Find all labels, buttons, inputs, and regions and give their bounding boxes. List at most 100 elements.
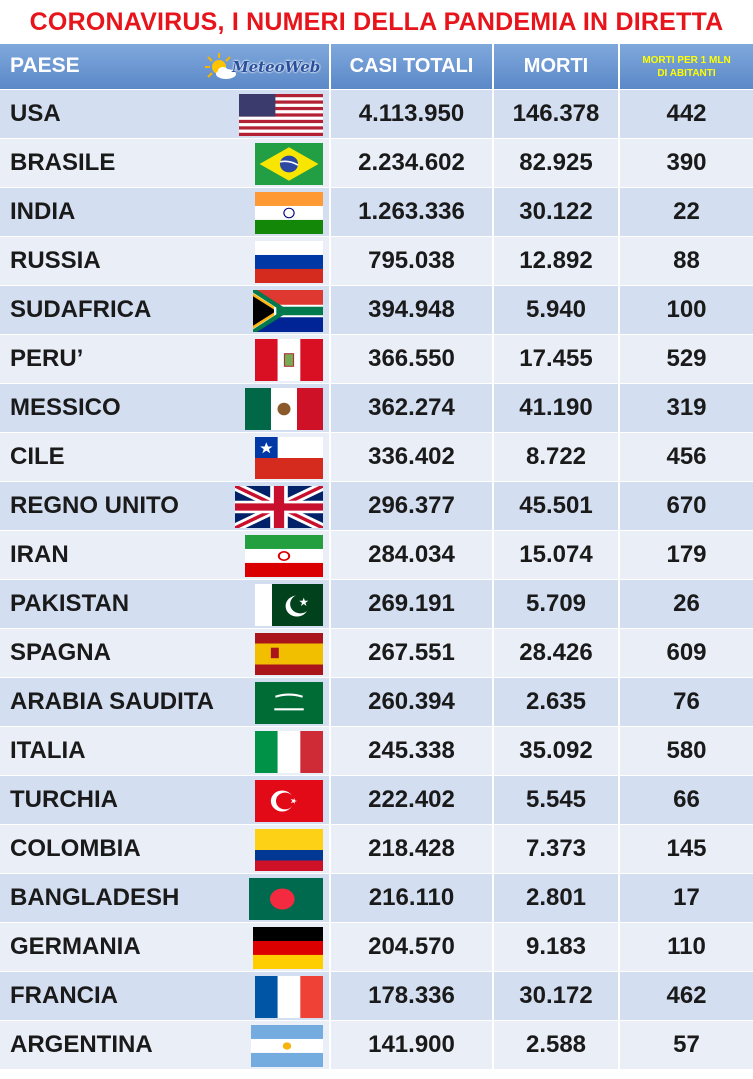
- deaths-cell: 15.074: [493, 530, 620, 580]
- table-row: SUDAFRICA 394.948 5.940 100: [0, 285, 753, 335]
- table-row: GERMANIA 204.570 9.183 110: [0, 922, 753, 972]
- total-cases-cell: 336.402: [330, 432, 494, 482]
- deaths-per-million-cell: 100: [619, 285, 753, 335]
- bangladesh-flag-icon: [249, 878, 323, 920]
- country-cell: PAKISTAN: [0, 579, 331, 629]
- total-cases-cell: 245.338: [330, 726, 494, 776]
- country-cell: SUDAFRICA: [0, 285, 331, 335]
- country-name: IRAN: [10, 541, 69, 568]
- table-row: SPAGNA 267.551 28.426 609: [0, 628, 753, 678]
- table-row: ITALIA 245.338 35.092 580: [0, 726, 753, 776]
- deaths-cell: 2.801: [493, 873, 620, 923]
- header-country-label: PAESE: [10, 54, 80, 77]
- india-flag-icon: [255, 192, 323, 234]
- country-name: PAKISTAN: [10, 590, 130, 617]
- total-cases-cell: 178.336: [330, 971, 494, 1021]
- table-row: TURCHIA 222.402 5.545 66: [0, 775, 753, 825]
- country-name: FRANCIA: [10, 982, 118, 1009]
- country-name: ARABIA SAUDITA: [10, 688, 214, 715]
- uk-flag-icon: [235, 486, 323, 528]
- table-row: MESSICO 362.274 41.190 319: [0, 383, 753, 433]
- chile-flag-icon: [255, 437, 323, 479]
- header-deaths: MORTI: [493, 44, 620, 90]
- deaths-cell: 8.722: [493, 432, 620, 482]
- south-africa-flag-icon: [253, 290, 323, 332]
- russia-flag-icon: [255, 241, 323, 283]
- country-cell: USA: [0, 89, 331, 139]
- country-name: SUDAFRICA: [10, 296, 152, 323]
- spain-flag-icon: [255, 633, 323, 675]
- country-name: CILE: [10, 443, 65, 470]
- total-cases-cell: 362.274: [330, 383, 494, 433]
- deaths-per-million-cell: 22: [619, 187, 753, 237]
- pandemic-table: PAESE MeteoWeb CASI TOTALI MORTI: [0, 44, 753, 1069]
- deaths-per-million-cell: 462: [619, 971, 753, 1021]
- country-name: COLOMBIA: [10, 835, 141, 862]
- header-per-million-line1: MORTI PER 1 MLN: [642, 54, 731, 66]
- country-cell: ARGENTINA: [0, 1020, 331, 1069]
- table-row: FRANCIA 178.336 30.172 462: [0, 971, 753, 1021]
- total-cases-cell: 2.234.602: [330, 138, 494, 188]
- country-name: REGNO UNITO: [10, 492, 179, 519]
- total-cases-cell: 141.900: [330, 1020, 494, 1069]
- deaths-per-million-cell: 145: [619, 824, 753, 874]
- country-cell: COLOMBIA: [0, 824, 331, 874]
- deaths-per-million-cell: 17: [619, 873, 753, 923]
- total-cases-cell: 267.551: [330, 628, 494, 678]
- deaths-per-million-cell: 529: [619, 334, 753, 384]
- france-flag-icon: [255, 976, 323, 1018]
- deaths-per-million-cell: 580: [619, 726, 753, 776]
- total-cases-cell: 222.402: [330, 775, 494, 825]
- peru-flag-icon: [255, 339, 323, 381]
- country-cell: ARABIA SAUDITA: [0, 677, 331, 727]
- deaths-per-million-cell: 66: [619, 775, 753, 825]
- pakistan-flag-icon: [255, 584, 323, 626]
- country-cell: MESSICO: [0, 383, 331, 433]
- deaths-per-million-cell: 57: [619, 1020, 753, 1069]
- meteoweb-logo: MeteoWeb: [204, 52, 320, 82]
- table-row: RUSSIA 795.038 12.892 88: [0, 236, 753, 286]
- deaths-per-million-cell: 609: [619, 628, 753, 678]
- total-cases-cell: 1.263.336: [330, 187, 494, 237]
- table-row: PERU’ 366.550 17.455 529: [0, 334, 753, 384]
- table-row: USA 4.113.950 146.378 442: [0, 89, 753, 139]
- total-cases-cell: 4.113.950: [330, 89, 494, 139]
- table-row: CILE 336.402 8.722 456: [0, 432, 753, 482]
- country-name: BRASILE: [10, 149, 116, 176]
- deaths-cell: 5.709: [493, 579, 620, 629]
- total-cases-cell: 218.428: [330, 824, 494, 874]
- country-cell: ITALIA: [0, 726, 331, 776]
- deaths-per-million-cell: 442: [619, 89, 753, 139]
- country-name: SPAGNA: [10, 639, 111, 666]
- deaths-cell: 146.378: [493, 89, 620, 139]
- country-cell: PERU’: [0, 334, 331, 384]
- argentina-flag-icon: [251, 1025, 323, 1067]
- deaths-cell: 5.940: [493, 285, 620, 335]
- total-cases-cell: 296.377: [330, 481, 494, 531]
- country-cell: BANGLADESH: [0, 873, 331, 923]
- country-name: GERMANIA: [10, 933, 141, 960]
- country-name: MESSICO: [10, 394, 121, 421]
- country-cell: SPAGNA: [0, 628, 331, 678]
- header-per-million: MORTI PER 1 MLN DI ABITANTI: [619, 44, 753, 90]
- header-per-million-line2: DI ABITANTI: [657, 67, 716, 79]
- country-cell: REGNO UNITO: [0, 481, 331, 531]
- total-cases-cell: 269.191: [330, 579, 494, 629]
- deaths-cell: 17.455: [493, 334, 620, 384]
- deaths-cell: 2.635: [493, 677, 620, 727]
- germany-flag-icon: [253, 927, 323, 969]
- deaths-cell: 82.925: [493, 138, 620, 188]
- deaths-cell: 30.172: [493, 971, 620, 1021]
- page-title: CORONAVIRUS, I NUMERI DELLA PANDEMIA IN …: [29, 7, 724, 36]
- table-row: INDIA 1.263.336 30.122 22: [0, 187, 753, 237]
- deaths-cell: 7.373: [493, 824, 620, 874]
- deaths-per-million-cell: 76: [619, 677, 753, 727]
- mexico-flag-icon: [245, 388, 323, 430]
- deaths-cell: 35.092: [493, 726, 620, 776]
- total-cases-cell: 366.550: [330, 334, 494, 384]
- total-cases-cell: 204.570: [330, 922, 494, 972]
- country-name: ITALIA: [10, 737, 86, 764]
- total-cases-cell: 284.034: [330, 530, 494, 580]
- italy-flag-icon: [255, 731, 323, 773]
- brazil-flag-icon: [255, 143, 323, 185]
